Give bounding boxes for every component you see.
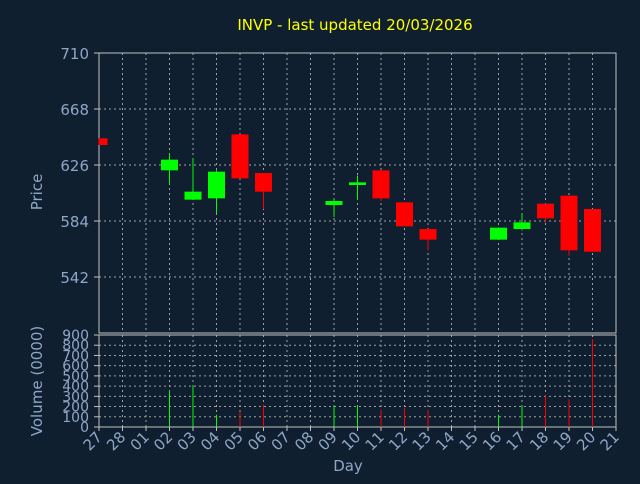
x-tick-label: 16 — [479, 428, 505, 454]
volume-tick-label: 200 — [62, 400, 89, 416]
candle-body — [184, 191, 202, 200]
candle-body — [99, 138, 108, 145]
x-tick-label: 17 — [503, 428, 529, 454]
volume-tick-label: 0 — [80, 420, 89, 436]
price-axis-label: Price — [28, 174, 46, 211]
chart-title: INVP - last updated 20/03/2026 — [237, 16, 472, 34]
price-tick-label: 542 — [60, 269, 89, 287]
x-tick-label: 15 — [456, 428, 482, 454]
candle-body — [325, 201, 343, 205]
x-tick-label: 01 — [127, 428, 153, 454]
candle-body — [396, 202, 413, 227]
volume-axis-label: Volume (0000) — [28, 326, 46, 436]
candle-body — [513, 222, 531, 229]
volume-tick-label: 900 — [62, 328, 89, 344]
candle-body — [560, 195, 578, 251]
candle-body — [255, 173, 272, 192]
x-tick-label: 11 — [362, 428, 388, 454]
x-tick-label: 06 — [244, 428, 270, 454]
x-tick-label: 18 — [526, 428, 552, 454]
x-tick-label: 07 — [268, 428, 294, 454]
x-tick-label: 09 — [315, 428, 341, 454]
x-tick-label: 20 — [573, 428, 599, 454]
candle-body — [208, 171, 225, 199]
x-tick-label: 10 — [338, 428, 364, 454]
candle-body — [419, 229, 437, 240]
price-tick-label: 626 — [60, 157, 89, 175]
price-tick-label: 668 — [60, 101, 89, 119]
x-tick-label: 21 — [597, 428, 623, 454]
x-axis-label: Day — [333, 457, 363, 475]
x-tick-label: 05 — [221, 428, 247, 454]
volume-tick-label: 600 — [62, 359, 89, 375]
x-tick-label: 19 — [550, 428, 576, 454]
candle-body — [372, 170, 390, 199]
candle-body — [584, 209, 601, 252]
candle-body — [537, 203, 554, 219]
x-tick-label: 13 — [409, 428, 435, 454]
volume-tick-label: 100 — [62, 410, 89, 426]
price-tick-label: 584 — [60, 213, 89, 231]
x-tick-label: 03 — [174, 428, 200, 454]
candle-body — [231, 134, 249, 179]
x-tick-label: 08 — [291, 428, 317, 454]
x-tick-label: 12 — [385, 428, 411, 454]
candle-body — [349, 182, 366, 185]
price-panel-frame — [98, 52, 617, 334]
volume-tick-label: 500 — [62, 369, 89, 385]
x-tick-label: 04 — [197, 428, 223, 454]
x-tick-label: 02 — [150, 428, 176, 454]
volume-tick-label: 800 — [62, 338, 89, 354]
candle-body — [490, 227, 507, 240]
grid-lines — [94, 52, 616, 428]
volume-tick-label: 400 — [62, 379, 89, 395]
volume-tick-label: 700 — [62, 348, 89, 364]
volume-tick-label: 300 — [62, 389, 89, 405]
candle-body — [161, 159, 178, 171]
x-tick-label: 14 — [432, 428, 458, 454]
price-tick-label: 710 — [60, 45, 89, 63]
x-tick-label: 28 — [103, 428, 129, 454]
